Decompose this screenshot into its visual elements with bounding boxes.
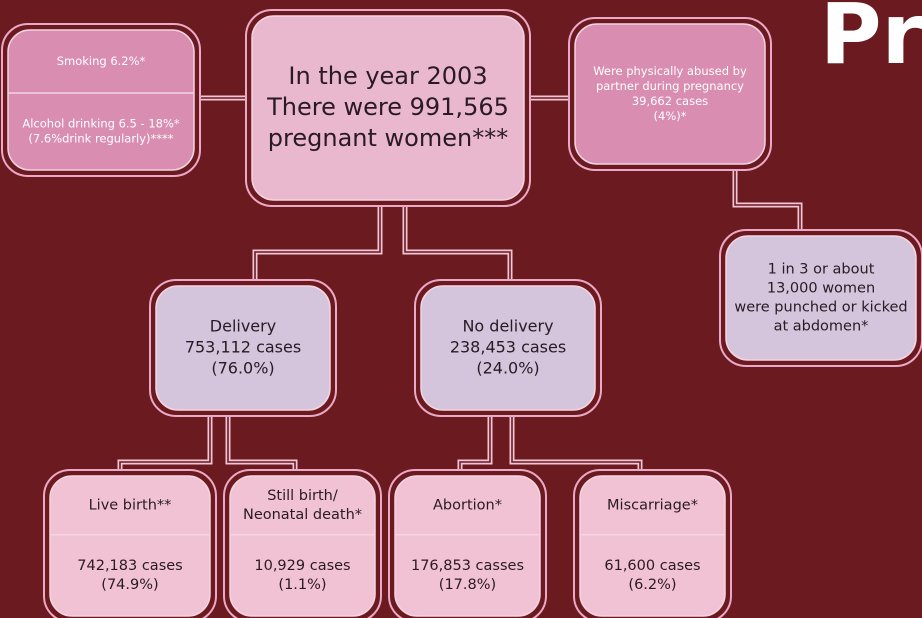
node-outline xyxy=(414,279,602,417)
node-outline xyxy=(223,469,382,618)
node-text: 39,662 cases xyxy=(632,94,708,108)
node-text: 753,112 cases xyxy=(185,338,301,357)
title-fragment: Pr xyxy=(820,0,922,83)
node-text: Alcohol drinking 6.5 - 18%* xyxy=(22,117,180,131)
node-text: Live birth** xyxy=(89,497,172,513)
node-text: (76.0%) xyxy=(211,358,274,377)
node-text: 176,853 casses xyxy=(411,558,524,574)
connector-lines-inner xyxy=(119,97,801,470)
node-outline xyxy=(719,229,922,367)
node-text: (24.0%) xyxy=(476,358,539,377)
node-text: (17.8%) xyxy=(439,577,496,593)
node-outline xyxy=(1,23,201,177)
node-text: 742,183 cases xyxy=(77,558,182,574)
node-box xyxy=(7,29,195,171)
node-outline xyxy=(245,9,531,207)
node-text: Miscarriage* xyxy=(607,497,698,513)
node-text: Abortion* xyxy=(433,497,502,513)
node-text: 1 in 3 or about xyxy=(768,262,875,278)
node-text: 10,929 cases xyxy=(254,558,350,574)
node-text: (4%)* xyxy=(654,109,687,123)
node-text: (1.1%) xyxy=(278,577,326,593)
node-box xyxy=(49,475,211,617)
node-text: partner during pregnancy xyxy=(596,79,744,93)
node-text: Neonatal death* xyxy=(243,507,362,523)
node-outline xyxy=(43,469,217,618)
node-text: (74.9%) xyxy=(101,577,158,593)
node-text: Still birth/ xyxy=(267,488,338,504)
node-text: Were physically abused by xyxy=(593,64,747,78)
node-outline xyxy=(573,469,732,618)
node-text: Delivery xyxy=(210,317,276,336)
node-text: There were 991,565 xyxy=(266,93,509,121)
node-outline xyxy=(568,17,772,171)
node-text: 13,000 women xyxy=(767,281,875,297)
node-text: 61,600 cases xyxy=(604,558,700,574)
node-box xyxy=(229,475,376,617)
node-text: pregnant women*** xyxy=(268,124,508,152)
node-box xyxy=(579,475,726,617)
connectors xyxy=(117,95,803,470)
node-text: In the year 2003 xyxy=(288,62,487,90)
node-text: at abdomen* xyxy=(774,318,869,334)
node-box xyxy=(251,15,525,201)
node-box xyxy=(394,475,541,617)
node-outline xyxy=(149,279,337,417)
node-text: No delivery xyxy=(462,317,553,336)
node-text: 238,453 cases xyxy=(450,338,566,357)
node-text: were punched or kicked xyxy=(734,299,907,315)
node-outline xyxy=(388,469,547,618)
node-box xyxy=(420,285,596,411)
node-box xyxy=(155,285,331,411)
node-text: (7.6%drink regularly)**** xyxy=(28,131,173,145)
node-box xyxy=(574,23,766,165)
node-text: Smoking 6.2%* xyxy=(57,54,146,68)
node-box xyxy=(725,235,917,361)
node-text: (6.2%) xyxy=(628,577,676,593)
